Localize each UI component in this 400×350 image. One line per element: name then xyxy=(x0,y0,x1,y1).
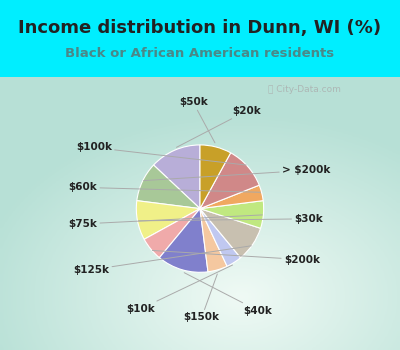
Text: $60k: $60k xyxy=(68,182,260,192)
Text: Black or African American residents: Black or African American residents xyxy=(66,47,334,60)
Text: $30k: $30k xyxy=(138,214,323,224)
Wedge shape xyxy=(200,145,231,209)
Wedge shape xyxy=(137,165,200,209)
Wedge shape xyxy=(136,201,200,239)
Wedge shape xyxy=(160,209,208,272)
Text: $20k: $20k xyxy=(176,106,261,147)
Wedge shape xyxy=(200,185,263,209)
Text: $200k: $200k xyxy=(152,251,320,265)
Text: > $200k: > $200k xyxy=(144,166,330,181)
Wedge shape xyxy=(154,145,200,209)
Wedge shape xyxy=(200,209,227,272)
Text: $10k: $10k xyxy=(126,265,232,314)
Text: Income distribution in Dunn, WI (%): Income distribution in Dunn, WI (%) xyxy=(18,19,382,37)
Text: $50k: $50k xyxy=(179,98,215,143)
Text: $125k: $125k xyxy=(73,246,251,275)
Wedge shape xyxy=(200,153,259,209)
Wedge shape xyxy=(200,209,260,258)
Text: $40k: $40k xyxy=(184,273,272,315)
Wedge shape xyxy=(144,209,200,258)
Wedge shape xyxy=(200,201,264,228)
Text: $150k: $150k xyxy=(184,274,220,322)
Text: $100k: $100k xyxy=(76,142,246,165)
Wedge shape xyxy=(200,209,240,266)
Text: $75k: $75k xyxy=(68,215,262,229)
Text: ⓘ City-Data.com: ⓘ City-Data.com xyxy=(268,85,340,94)
